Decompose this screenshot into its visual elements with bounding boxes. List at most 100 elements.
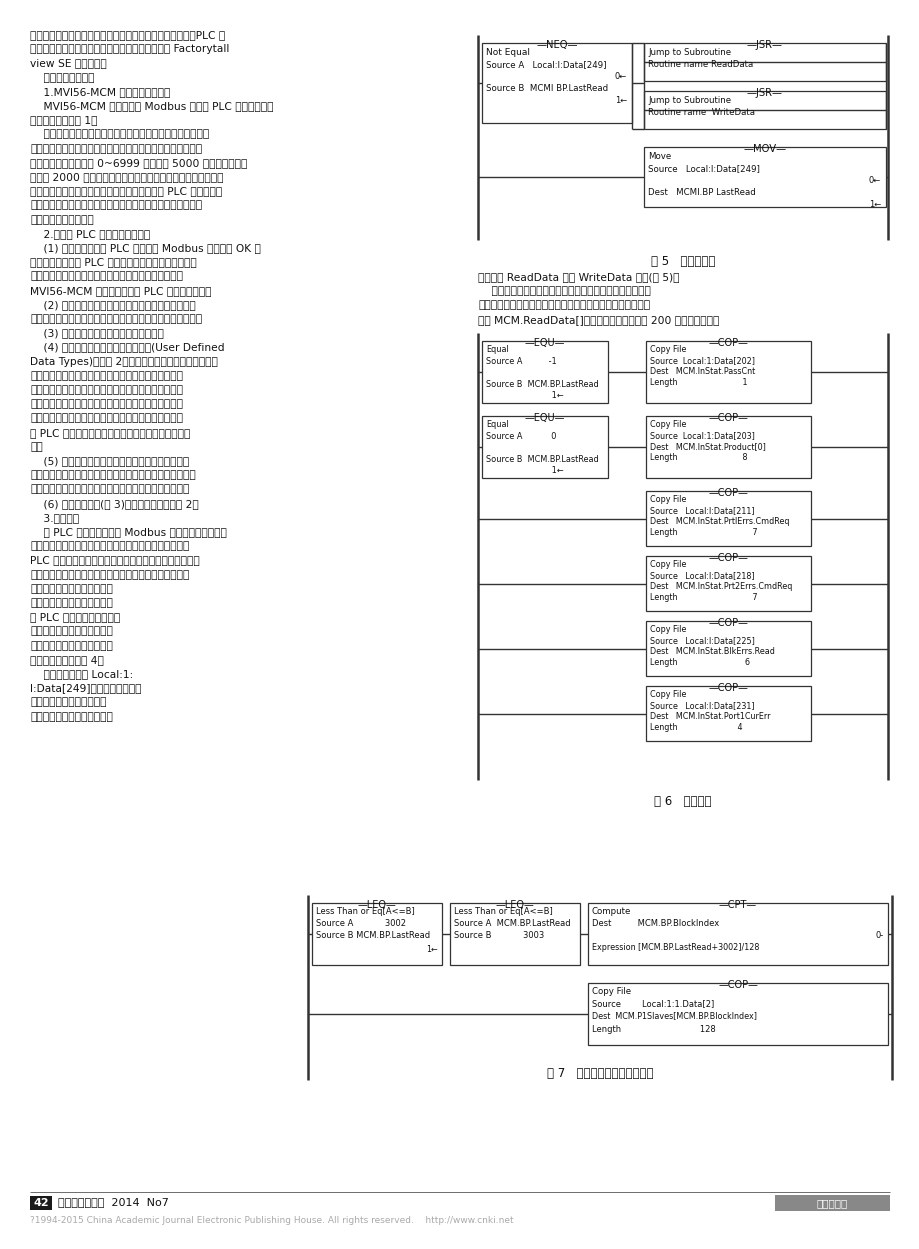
Bar <box>482 42 631 122</box>
Text: (5) 打开模块定义好的标签库就可以看到相应的标: (5) 打开模块定义好的标签库就可以看到相应的标 <box>30 456 189 466</box>
Text: 据准确的控制是有效的。为防: 据准确的控制是有效的。为防 <box>30 598 113 608</box>
Text: 3.程序编写: 3.程序编写 <box>30 513 79 523</box>
Bar <box>645 686 811 741</box>
Text: 但是发送到各个从站的启动命令、控制命令等是要事先填写到: 但是发送到各个从站的启动命令、控制命令等是要事先填写到 <box>30 200 202 210</box>
Text: Data Types)，见图 2。在厂家提供的光盘中有这些样例: Data Types)，见图 2。在厂家提供的光盘中有这些样例 <box>30 357 218 367</box>
Bar <box>643 147 885 207</box>
Text: 数据块在添加模块时已经生成，仅通过定义就可以调用。: 数据块在添加模块时已经生成，仅通过定义就可以调用。 <box>30 485 189 495</box>
Text: PLC 程序也是周期扫描读取的，因而读取到的数据会和现: PLC 程序也是周期扫描读取的，因而读取到的数据会和现 <box>30 556 199 566</box>
Text: —CPT—: —CPT— <box>718 901 756 911</box>
Text: Copy File: Copy File <box>591 987 630 995</box>
Text: Length                              128: Length 128 <box>591 1025 715 1034</box>
Text: Source B            3003: Source B 3003 <box>453 931 544 940</box>
Text: 器，如果有更新，程序将按顺: 器，如果有更新，程序将按顺 <box>30 712 113 722</box>
Text: —COP—: —COP— <box>708 338 748 348</box>
Text: Less Than or Eq[A<=B]: Less Than or Eq[A<=B] <box>453 907 552 916</box>
Text: ?1994-2015 China Academic Journal Electronic Publishing House. All rights reserv: ?1994-2015 China Academic Journal Electr… <box>30 1217 513 1225</box>
Text: 该模块被设置为主站驱动模式，其他通信对象为从站，所有: 该模块被设置为主站驱动模式，其他通信对象为从站，所有 <box>30 130 209 140</box>
Text: Source B  MCM.BP.LastRead: Source B MCM.BP.LastRead <box>485 455 598 463</box>
Text: Copy File: Copy File <box>650 689 686 699</box>
Text: 中不能直观地了解数据内容，因此需要将这些数据传输: 中不能直观地了解数据内容，因此需要将这些数据传输 <box>30 413 183 423</box>
Text: 签地址。为了使用模块，还需要对模块设置一些数据，这个: 签地址。为了使用模块，还需要对模块设置一些数据，这个 <box>30 470 196 480</box>
Text: 于实时控制要求不高但要求数: 于实时控制要求不高但要求数 <box>30 583 113 593</box>
Text: Length                              7: Length 7 <box>650 593 757 602</box>
Text: Source        Local:1:1.Data[2]: Source Local:1:1.Data[2] <box>591 999 713 1008</box>
Text: (2) 模块设置。对模块进行设置，包括模块名称、描: (2) 模块设置。对模块进行设置，包括模块名称、描 <box>30 300 196 310</box>
Bar <box>587 903 887 965</box>
Text: —MOV—: —MOV— <box>743 144 786 154</box>
Text: Copy File: Copy File <box>650 345 686 353</box>
Text: —NEQ—: —NEQ— <box>536 40 577 50</box>
Bar <box>482 341 607 403</box>
Text: Source B MCM.BP.LastRead: Source B MCM.BP.LastRead <box>315 931 430 940</box>
Text: Source  Local:1:Data[203]: Source Local:1:Data[203] <box>650 431 754 440</box>
Text: 0←: 0← <box>868 176 880 185</box>
Text: 场有一定的延时，但它保证了准确无误差地读取数据，对: 场有一定的延时，但它保证了准确无误差地读取数据，对 <box>30 570 189 580</box>
Text: Routine rame  WriteData: Routine rame WriteData <box>647 107 754 117</box>
Text: Length                           6: Length 6 <box>650 658 749 667</box>
Text: Dest          MCM.BP.BlockIndex: Dest MCM.BP.BlockIndex <box>591 919 719 928</box>
Text: Source   Local:l:Data[231]: Source Local:l:Data[231] <box>650 701 754 709</box>
Text: Source A          -1: Source A -1 <box>485 356 556 366</box>
Text: (3) 设置完成后显示一个已组态的模块。: (3) 设置完成后显示一个已组态的模块。 <box>30 328 164 338</box>
Text: 1.MVI56-MCM 通信模块工作原理: 1.MVI56-MCM 通信模块工作原理 <box>30 86 170 97</box>
Bar <box>643 91 885 129</box>
Text: MVI56-MCM 通信模块是 Modbus 网络和 PLC 之间的一个网: MVI56-MCM 通信模块是 Modbus 网络和 PLC 之间的一个网 <box>30 101 273 111</box>
Text: view SE 终端控制。: view SE 终端控制。 <box>30 59 107 69</box>
Text: Move: Move <box>647 152 671 161</box>
Text: Source B  MCM.BP.LastRead: Source B MCM.BP.LastRead <box>485 380 598 388</box>
Text: 1←: 1← <box>485 391 563 400</box>
Text: —LEQ—: —LEQ— <box>495 901 534 911</box>
Text: 数据是存放在连续的地址中并且不带注释，在实际使用: 数据是存放在连续的地址中并且不带注释，在实际使用 <box>30 400 183 410</box>
Text: 图 5   判断与读写: 图 5 判断与读写 <box>650 255 714 269</box>
Bar <box>449 903 579 965</box>
Bar <box>645 416 811 478</box>
Text: 据。: 据。 <box>30 442 42 452</box>
Text: 据，后 2000 个为模块设置和状态，模块的启动及通信控制包括: 据，后 2000 个为模块设置和状态，模块的启动及通信控制包括 <box>30 172 223 182</box>
Text: Source  Local:1:Data[202]: Source Local:1:Data[202] <box>650 356 754 365</box>
Text: (4) 接着需要定义模块用户数据类型(User Defined: (4) 接着需要定义模块用户数据类型(User Defined <box>30 342 224 352</box>
Text: 数据。如果是梯形逻辑程序会把数据正确的放在处理器的读数: 数据。如果是梯形逻辑程序会把数据正确的放在处理器的读数 <box>478 301 650 311</box>
Text: —COP—: —COP— <box>718 980 757 990</box>
Text: 1←: 1← <box>868 200 880 209</box>
Text: Copy File: Copy File <box>650 560 686 570</box>
Text: —LEQ—: —LEQ— <box>357 901 396 911</box>
Text: 序执行读 ReadData 和写 WriteData 任务(图 5)。: 序执行读 ReadData 和写 WriteData 任务(图 5)。 <box>478 272 679 282</box>
Text: Source A   Local:l:Data[249]: Source A Local:l:Data[249] <box>485 60 606 69</box>
Text: —EQU—: —EQU— <box>524 338 564 348</box>
Text: Length                          8: Length 8 <box>650 453 746 462</box>
Text: 通信不是一个连续的过程，是对各个从站进行轮询，并且: 通信不是一个连续的过程，是对各个从站进行轮询，并且 <box>30 541 189 551</box>
Text: Copy File: Copy File <box>650 495 686 505</box>
Text: Dest   MCM.InStat.BlkErrs.Read: Dest MCM.InStat.BlkErrs.Read <box>650 647 774 656</box>
Bar <box>645 491 811 546</box>
Text: Source A           0: Source A 0 <box>485 431 556 441</box>
Text: 新的数据从模块传输的处理: 新的数据从模块传输的处理 <box>30 697 107 707</box>
Text: 1←: 1← <box>614 96 627 105</box>
Text: 1←: 1← <box>485 466 563 475</box>
Bar <box>645 621 811 676</box>
Text: —JSR—: —JSR— <box>746 40 782 50</box>
Text: 数据进行清零，见图 4。: 数据进行清零，见图 4。 <box>30 654 104 664</box>
Text: l:Data[249]的状态确定是否有: l:Data[249]的状态确定是否有 <box>30 683 142 693</box>
Text: Expression [MCM.BP.LastRead+3002]/128: Expression [MCM.BP.LastRead+3002]/128 <box>591 943 758 952</box>
Text: Routine name ReadData: Routine name ReadData <box>647 60 753 69</box>
Text: Jump to Subroutine: Jump to Subroutine <box>647 47 731 57</box>
Text: 输入、输出数据都是通过模块内部数据库与镜像数据地址进行: 输入、输出数据都是通过模块内部数据库与镜像数据地址进行 <box>30 144 202 154</box>
Text: Length                        4: Length 4 <box>650 723 742 732</box>
Bar <box>645 556 811 611</box>
Text: 0-: 0- <box>875 931 883 940</box>
Text: 述、槽号、通信的数据格式、模块输入、输出的数据库大小。: 述、槽号、通信的数据格式、模块输入、输出的数据库大小。 <box>30 313 202 323</box>
Text: Equal: Equal <box>485 345 508 353</box>
Text: 模块重启显示错误数据，必须: 模块重启显示错误数据，必须 <box>30 627 113 637</box>
Text: 止 PLC 停电和重新上电时或: 止 PLC 停电和重新上电时或 <box>30 612 120 622</box>
Text: 模块，并与流量计能进行良好通信，使用总线型拓扑结构，PLC 与: 模块，并与流量计能进行良好通信，使用总线型拓扑结构，PLC 与 <box>30 30 225 40</box>
Text: (6) 模块端口设置(图 3)。主站命令内容见表 2。: (6) 模块端口设置(图 3)。主站命令内容见表 2。 <box>30 498 199 508</box>
Text: Compute: Compute <box>591 907 630 916</box>
Text: —EQU—: —EQU— <box>524 413 564 423</box>
Text: —COP—: —COP— <box>708 683 748 693</box>
Text: Copy File: Copy File <box>650 624 686 634</box>
Text: Copy File: Copy File <box>650 420 686 428</box>
Text: (1) 添加硬件模块到 PLC 中。选择 Modbus 模块点击 OK 添: (1) 添加硬件模块到 PLC 中。选择 Modbus 模块点击 OK 添 <box>30 244 261 254</box>
Text: Dest   MCM.InStat.PassCnt: Dest MCM.InStat.PassCnt <box>650 367 754 376</box>
Text: 图 7   对从站地址发送请求命令: 图 7 对从站地址发送请求命令 <box>546 1067 652 1080</box>
